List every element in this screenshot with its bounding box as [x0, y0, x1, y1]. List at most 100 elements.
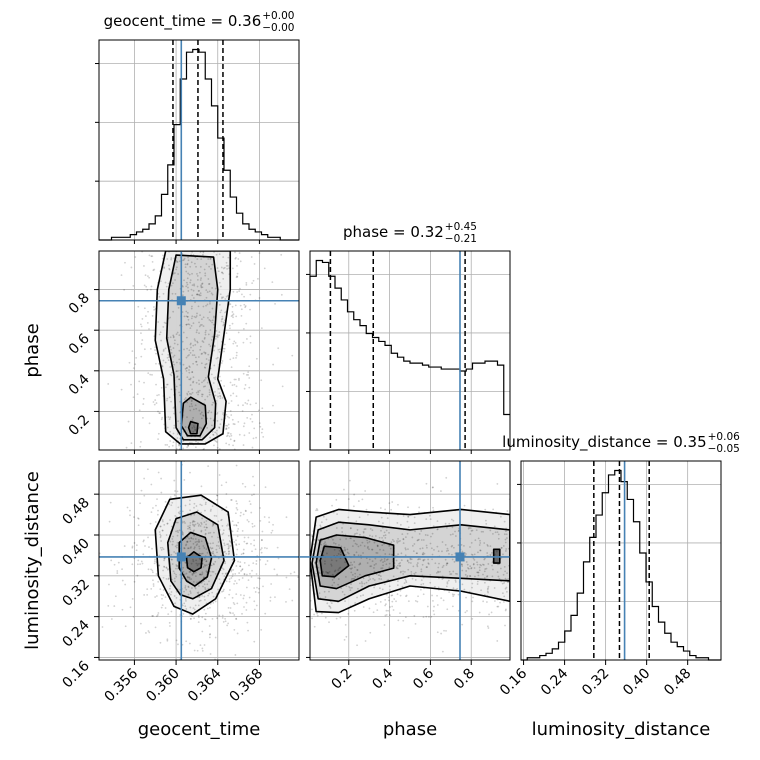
scatter-point — [185, 356, 188, 359]
scatter-point — [137, 517, 139, 520]
scatter-point — [401, 585, 404, 588]
scatter-point — [396, 580, 399, 583]
scatter-point — [209, 633, 212, 635]
scatter-point — [497, 537, 500, 540]
scatter-point — [197, 621, 200, 624]
scatter-point — [466, 610, 468, 612]
scatter-point — [204, 588, 207, 591]
scatter-point — [391, 600, 394, 603]
scatter-point — [230, 569, 233, 571]
scatter-point — [154, 626, 157, 629]
scatter-point — [160, 548, 163, 551]
scatter-point — [477, 537, 480, 540]
scatter-point — [349, 537, 352, 540]
scatter-point — [449, 533, 452, 536]
scatter-point — [168, 587, 171, 590]
scatter-point — [239, 304, 242, 307]
scatter-point — [223, 343, 226, 346]
scatter-point — [189, 524, 191, 527]
scatter-point — [132, 284, 135, 287]
scatter-point — [208, 290, 211, 293]
scatter-point — [217, 336, 219, 338]
scatter-point — [242, 327, 245, 330]
scatter-point — [450, 545, 453, 548]
scatter-point — [179, 400, 181, 403]
scatter-point — [206, 583, 209, 586]
scatter-point — [190, 253, 193, 256]
scatter-point — [132, 367, 135, 370]
scatter-point — [184, 605, 187, 608]
scatter-point — [208, 311, 211, 314]
x-tick-label: 0.8 — [451, 666, 478, 693]
scatter-point — [399, 562, 402, 564]
scatter-point — [161, 365, 164, 368]
scatter-point — [247, 373, 250, 376]
scatter-point — [221, 315, 224, 318]
scatter-point — [172, 335, 175, 338]
scatter-point — [252, 562, 255, 565]
scatter-point — [480, 589, 483, 592]
scatter-point — [242, 597, 245, 600]
scatter-point — [493, 525, 496, 528]
scatter-point — [243, 573, 246, 576]
scatter-point — [253, 525, 256, 527]
scatter-point — [175, 259, 178, 262]
scatter-point — [143, 494, 146, 497]
scatter-point — [225, 442, 228, 445]
scatter-point — [160, 593, 163, 596]
scatter-point — [319, 550, 322, 553]
scatter-point — [245, 373, 248, 376]
scatter-point — [203, 268, 206, 271]
panel-frame — [309, 460, 511, 661]
scatter-point — [505, 537, 508, 539]
scatter-point — [329, 607, 332, 609]
scatter-point — [476, 580, 479, 583]
scatter-point — [479, 542, 482, 544]
scatter-point — [170, 504, 173, 507]
scatter-point — [436, 545, 439, 548]
scatter-point — [504, 538, 507, 541]
scatter-point — [330, 559, 333, 562]
x-tick-label: 0.368 — [227, 666, 267, 706]
scatter-point — [124, 625, 127, 628]
scatter-point — [391, 501, 394, 503]
scatter-point — [391, 553, 394, 556]
scatter-point — [399, 612, 401, 614]
scatter-point — [410, 570, 413, 573]
scatter-point — [347, 498, 350, 500]
scatter-point — [197, 393, 199, 396]
scatter-point — [219, 285, 222, 288]
scatter-point — [484, 519, 487, 522]
scatter-point — [414, 530, 416, 533]
scatter-point — [505, 548, 508, 550]
scatter-point — [264, 547, 266, 549]
scatter-point — [220, 418, 223, 421]
scatter-point — [230, 366, 233, 369]
scatter-point — [424, 534, 427, 536]
scatter-point — [241, 568, 244, 570]
scatter-point — [252, 279, 255, 282]
scatter-point — [160, 540, 163, 542]
scatter-point — [380, 516, 383, 519]
scatter-point — [505, 608, 507, 611]
scatter-point — [347, 613, 350, 615]
scatter-point — [254, 591, 257, 593]
scatter-point — [330, 564, 333, 567]
contour-level-2 — [165, 254, 219, 441]
scatter-point — [383, 560, 386, 563]
scatter-point — [413, 522, 416, 524]
scatter-point — [230, 434, 233, 437]
scatter-point — [371, 560, 374, 563]
scatter-point — [188, 526, 191, 529]
scatter-point — [162, 292, 165, 295]
scatter-point — [419, 588, 422, 591]
scatter-point — [446, 547, 449, 550]
scatter-point — [365, 508, 368, 511]
scatter-point — [272, 523, 274, 526]
scatter-point — [209, 345, 212, 348]
scatter-point — [201, 395, 204, 398]
scatter-point — [198, 523, 201, 526]
scatter-point — [215, 441, 218, 443]
scatter-point — [384, 534, 387, 537]
scatter-point — [231, 558, 234, 561]
